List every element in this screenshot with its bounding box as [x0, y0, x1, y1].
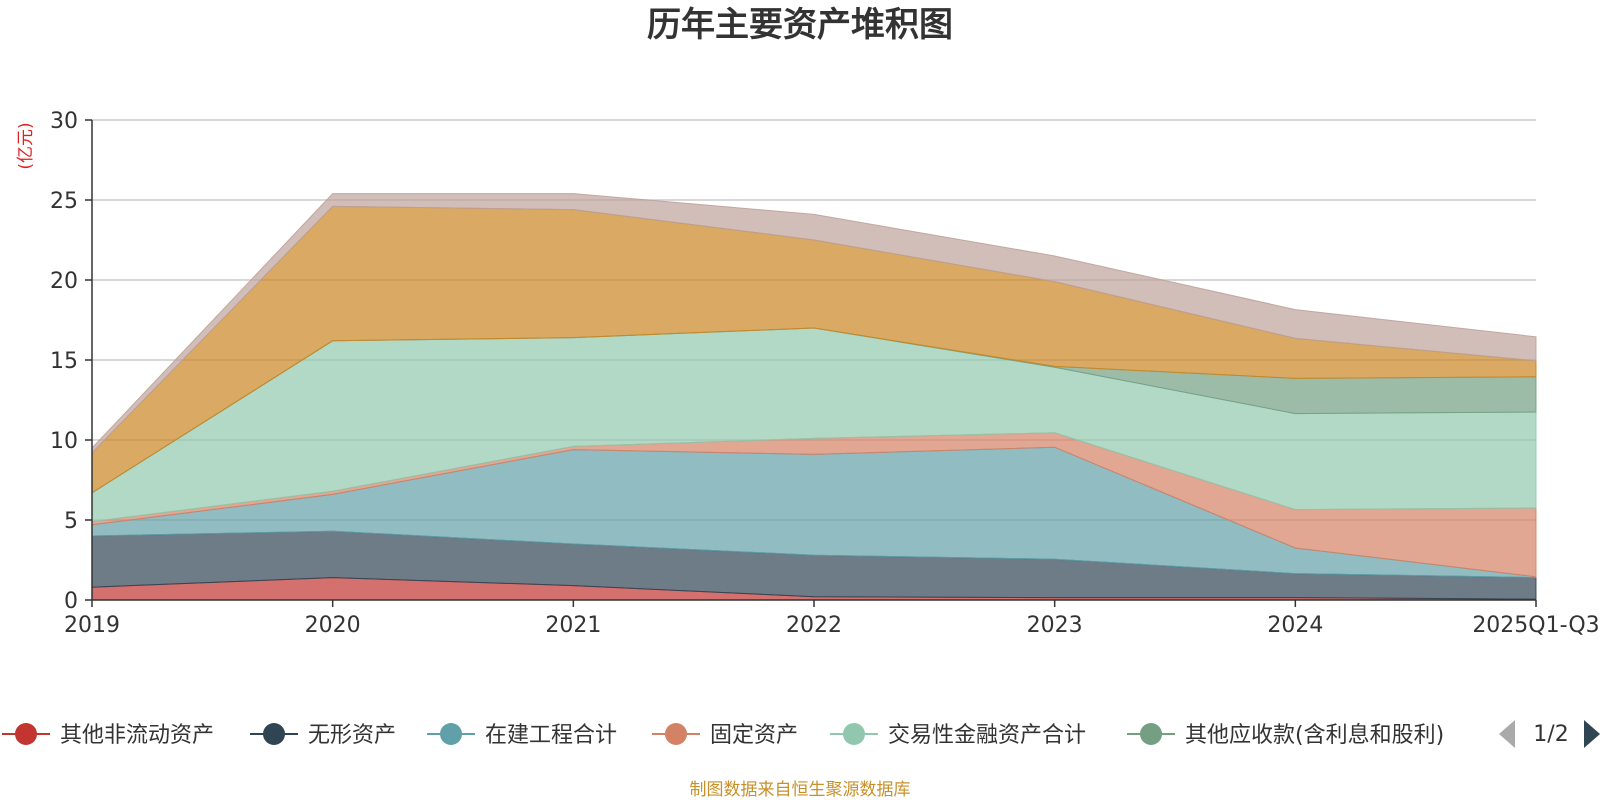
legend-marker-icon — [440, 723, 462, 745]
legend-label: 其他非流动资产 — [60, 723, 214, 748]
legend-label: 在建工程合计 — [485, 723, 617, 748]
legend-marker-icon — [263, 723, 285, 745]
legend-label: 交易性金融资产合计 — [888, 723, 1086, 748]
y-tick-label: 25 — [50, 189, 78, 214]
chart-title: 历年主要资产堆积图 — [647, 5, 953, 45]
y-tick-label: 15 — [50, 349, 78, 374]
x-axis-ticks: 2019 2020 2021 2022 2023 2024 2025Q1-Q3 — [64, 600, 1600, 638]
x-tick-label: 2023 — [1027, 613, 1083, 638]
x-tick-label: 2025Q1-Q3 — [1472, 613, 1599, 638]
x-tick-label: 2021 — [545, 613, 601, 638]
legend-item[interactable]: 其他非流动资产 — [2, 723, 214, 748]
y-tick-label: 10 — [50, 429, 78, 454]
area-series — [91, 193, 1537, 601]
y-tick-label: 0 — [64, 589, 78, 614]
legend: 其他非流动资产 无形资产 在建工程合计 固定资产 交易性金融资产合计 其他应收款(含利息和… — [2, 723, 1444, 748]
legend-item[interactable]: 其他应收款(含利息和股利) — [1127, 723, 1444, 748]
legend-pager: 1/2 — [1499, 720, 1600, 748]
y-tick-label: 30 — [50, 109, 78, 134]
y-axis-unit: (亿元) — [16, 122, 36, 169]
y-tick-label: 5 — [64, 509, 78, 534]
legend-marker-icon — [843, 723, 865, 745]
legend-item[interactable]: 固定资产 — [652, 723, 798, 748]
legend-item[interactable]: 在建工程合计 — [427, 723, 617, 748]
y-axis-ticks: 0 5 10 15 20 25 30 — [50, 109, 92, 614]
y-tick-label: 20 — [50, 269, 78, 294]
legend-item[interactable]: 无形资产 — [250, 723, 396, 748]
x-tick-label: 2024 — [1267, 613, 1323, 638]
legend-page-indicator: 1/2 — [1533, 722, 1568, 747]
legend-next-arrow-icon[interactable] — [1584, 720, 1600, 748]
x-tick-label: 2019 — [64, 613, 120, 638]
legend-item[interactable]: 交易性金融资产合计 — [830, 723, 1086, 748]
data-source: 制图数据来自恒生聚源数据库 — [690, 780, 911, 800]
legend-marker-icon — [1140, 723, 1162, 745]
legend-marker-icon — [15, 723, 37, 745]
legend-prev-arrow-icon[interactable] — [1499, 720, 1515, 748]
area-series-8[interactable] — [91, 193, 1537, 455]
legend-marker-icon — [665, 723, 687, 745]
x-tick-label: 2020 — [305, 613, 361, 638]
legend-label: 固定资产 — [710, 723, 798, 748]
legend-label: 其他应收款(含利息和股利) — [1185, 723, 1444, 748]
legend-label: 无形资产 — [308, 723, 396, 748]
x-tick-label: 2022 — [786, 613, 842, 638]
